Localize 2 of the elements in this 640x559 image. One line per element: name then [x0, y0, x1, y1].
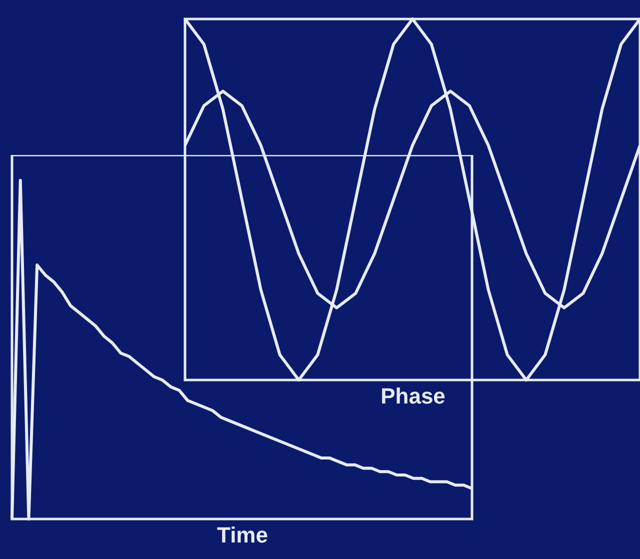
x-axis-title: Time [217, 522, 268, 548]
x-axis-title: Phase [380, 384, 446, 408]
